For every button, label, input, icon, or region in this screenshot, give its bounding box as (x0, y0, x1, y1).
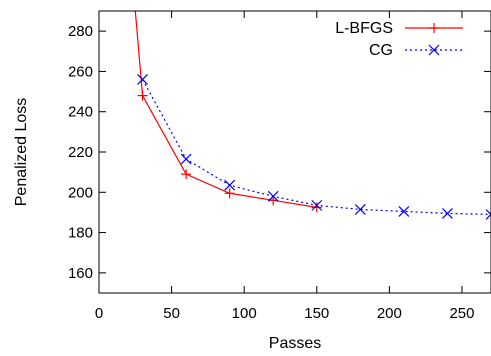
y-tick-label-5: 260 (68, 63, 93, 80)
data-point-cg-90 (224, 179, 236, 191)
series-cg (137, 74, 491, 220)
data-point-cg-60 (180, 153, 192, 165)
series-line-lbfgs (134, 11, 317, 208)
y-axis-title: Penalized Loss (13, 98, 30, 207)
legend-label-lbfgs: L-BFGS (335, 20, 393, 37)
legend-marker-lbfgs (429, 23, 439, 33)
x-tick-label-3: 150 (304, 305, 329, 322)
data-point-lbfgs-60 (181, 169, 192, 180)
x-tick-label-5: 250 (449, 305, 474, 322)
data-point-lbfgs-150 (311, 202, 322, 213)
series-line-cg (142, 79, 491, 216)
x-tick-label-0: 0 (95, 305, 103, 322)
x-axis-title: Passes (269, 335, 321, 352)
data-point-cg-120 (267, 190, 279, 202)
x-tick-labels: 0 50 100 150 200 250 (95, 305, 475, 322)
data-point-cg-180 (354, 203, 366, 215)
x-tick-label-1: 50 (163, 305, 180, 322)
data-point-cg-150 (311, 199, 323, 211)
series-layer (134, 11, 491, 220)
data-point-cg-210 (398, 205, 410, 217)
series-lbfgs (134, 11, 322, 213)
data-point-cg-240 (442, 208, 453, 219)
y-tick-labels: 160 180 200 220 240 260 280 (68, 23, 93, 282)
y-tick-label-1: 180 (68, 225, 93, 242)
x-tick-label-2: 100 (232, 305, 257, 322)
tick-marks (98, 11, 491, 293)
data-point-lbfgs-30 (137, 90, 148, 101)
y-tick-label-0: 160 (68, 265, 93, 282)
data-point-cg-270 (485, 209, 491, 220)
data-point-cg-30 (137, 74, 148, 85)
legend-label-cg: CG (369, 42, 393, 59)
x-tick-label-4: 200 (377, 305, 402, 322)
y-tick-label-4: 240 (68, 104, 93, 121)
y-tick-label-2: 200 (68, 184, 93, 201)
y-tick-label-3: 220 (68, 144, 93, 161)
y-tick-label-6: 280 (68, 23, 93, 40)
data-point-lbfgs-90 (224, 188, 235, 199)
legend: L-BFGS CG (335, 20, 463, 59)
legend-marker-cg (428, 44, 440, 56)
plot-frame (98, 10, 491, 294)
